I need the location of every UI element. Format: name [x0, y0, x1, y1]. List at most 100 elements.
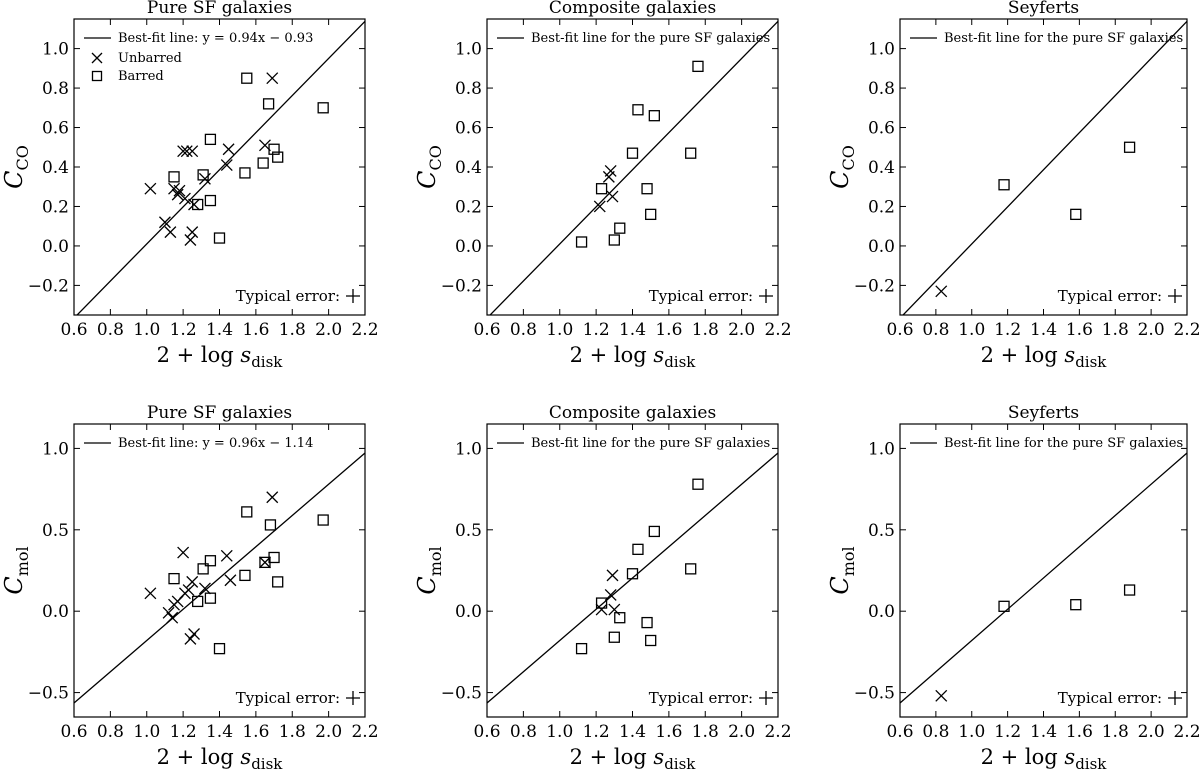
barred-point: [192, 198, 204, 211]
barred-point: [239, 167, 251, 179]
panel-6: 0.6 0.8 1.0 1.2 1.4 1.6 1.8 2.0 2.2 −0.5 0.0 0.5 1.0…: [826, 403, 1200, 773]
panel-title: Pure SF galaxies: [147, 403, 292, 423]
barred-point: [272, 151, 284, 163]
y-tick-label: 1.0: [868, 439, 895, 459]
x-tick-label: 1.0: [546, 722, 573, 742]
unbarred-point: [180, 145, 193, 158]
y-tick-label: −0.5: [441, 684, 482, 704]
unbarred-point: [220, 159, 233, 171]
x-tick-label: 1.0: [133, 320, 160, 340]
unbarred-point: [177, 546, 190, 559]
x-tick-label: 0.6: [473, 320, 500, 340]
unbarred-point: [158, 216, 171, 229]
x-tick-label: 1.4: [1030, 722, 1057, 742]
y-tick-label: 0.2: [455, 197, 482, 217]
unbarred-point: [266, 72, 279, 85]
barred-point: [692, 60, 704, 73]
unbarred-point: [184, 632, 197, 645]
unbarred-point: [144, 587, 157, 600]
y-tick-label: 0.0: [455, 602, 482, 622]
x-tick-label: 0.6: [60, 320, 87, 340]
barred-point: [998, 179, 1010, 191]
y-tick-label: 0.8: [455, 79, 482, 99]
y-tick-label: 0.0: [455, 237, 482, 257]
y-tick-label: −0.2: [441, 276, 482, 296]
typical-error-cross: [759, 289, 773, 303]
panel-2: 0.6 0.8 1.0 1.2 1.4 1.6 1.8 2.0 2.2 −0.2 0.0 0.2 0.4…: [413, 0, 792, 371]
y-tick-label: 0.0: [42, 602, 69, 622]
x-tick-label: 1.2: [994, 320, 1021, 340]
x-axis-label: 2 + log sdisk: [157, 745, 284, 773]
x-tick-label: 0.6: [886, 320, 913, 340]
unbarred-point: [186, 575, 199, 588]
barred-point: [632, 104, 644, 116]
x-tick-label: 2.0: [728, 320, 755, 340]
barred-point: [268, 551, 280, 564]
x-axis-label: 2 + log sdisk: [157, 343, 284, 371]
x-tick-label: 2.0: [315, 722, 342, 742]
x-tick-label: 1.6: [655, 722, 682, 742]
y-tick-label: −0.5: [28, 684, 69, 704]
legend-fit-label: Best-fit line for the pure SF galaxies: [944, 436, 1183, 451]
x-tick-label: 1.6: [242, 320, 269, 340]
barred-point: [272, 576, 284, 588]
barred-point: [614, 612, 626, 624]
barred-point: [641, 183, 653, 195]
panel-1: 0.6 0.8 1.0 1.2 1.4 1.6 1.8 2.0 2.2 −0.2 0.0 0.2 0.4…: [0, 0, 379, 371]
x-tick-label: 1.2: [170, 722, 197, 742]
unbarred-point: [224, 574, 237, 587]
x-tick-label: 0.6: [473, 722, 500, 742]
barred-point: [645, 634, 657, 647]
unbarred-point: [606, 190, 619, 203]
legend-fit-label: Best-fit line for the pure SF galaxies: [531, 436, 770, 451]
x-tick-label: 1.6: [1066, 320, 1093, 340]
best-fit-line: [900, 452, 1187, 704]
x-tick-label: 0.8: [922, 320, 949, 340]
x-tick-label: 1.8: [279, 320, 306, 340]
barred-point: [1070, 599, 1082, 611]
best-fit-line: [902, 20, 1187, 315]
x-tick-label: 0.8: [510, 722, 537, 742]
panel-title: Seyferts: [1008, 0, 1079, 18]
x-tick-label: 2.2: [351, 320, 378, 340]
x-tick-label: 2.2: [764, 320, 791, 340]
best-fit-line: [489, 20, 778, 315]
best-fit-line: [74, 452, 365, 704]
unbarred-point: [182, 584, 195, 596]
barred-point: [264, 519, 277, 531]
legend-fit-label: Best-fit line for the pure SF galaxies: [944, 31, 1183, 46]
unbarred-point: [935, 689, 948, 702]
x-tick-label: 2.2: [1173, 722, 1200, 742]
x-tick-label: 0.8: [97, 722, 124, 742]
unbarred-point: [222, 143, 235, 156]
y-tick-label: 0.6: [455, 119, 482, 139]
y-tick-label: 0.5: [42, 521, 69, 541]
barred-point: [168, 171, 180, 183]
y-tick-label: 0.5: [868, 521, 895, 541]
y-tick-label: 1.0: [42, 40, 69, 60]
y-tick-label: −0.2: [28, 276, 69, 296]
barred-point: [685, 563, 697, 575]
x-tick-label: 1.8: [1102, 320, 1129, 340]
panel-title: Composite galaxies: [549, 403, 716, 423]
barred-point: [575, 236, 588, 248]
barred-point: [1123, 141, 1136, 153]
barred-point: [632, 543, 644, 555]
typical-error-label: Typical error:: [649, 287, 753, 305]
barred-point: [317, 102, 329, 114]
x-tick-label: 2.0: [315, 320, 342, 340]
y-tick-label: 0.2: [42, 197, 69, 217]
barred-point: [268, 143, 280, 155]
x-tick-label: 1.0: [133, 722, 160, 742]
unbarred-point: [186, 226, 199, 239]
x-tick-label: 1.4: [206, 320, 233, 340]
barred-point: [204, 555, 217, 567]
axes-frame: [486, 18, 779, 316]
x-axis-label: 2 + log sdisk: [981, 343, 1108, 371]
unbarred-point: [162, 606, 175, 619]
barred-point: [692, 478, 704, 490]
unbarred-point: [173, 184, 186, 197]
x-tick-label: 0.8: [510, 320, 537, 340]
barred-point: [595, 597, 608, 609]
axes-frame: [899, 423, 1188, 718]
